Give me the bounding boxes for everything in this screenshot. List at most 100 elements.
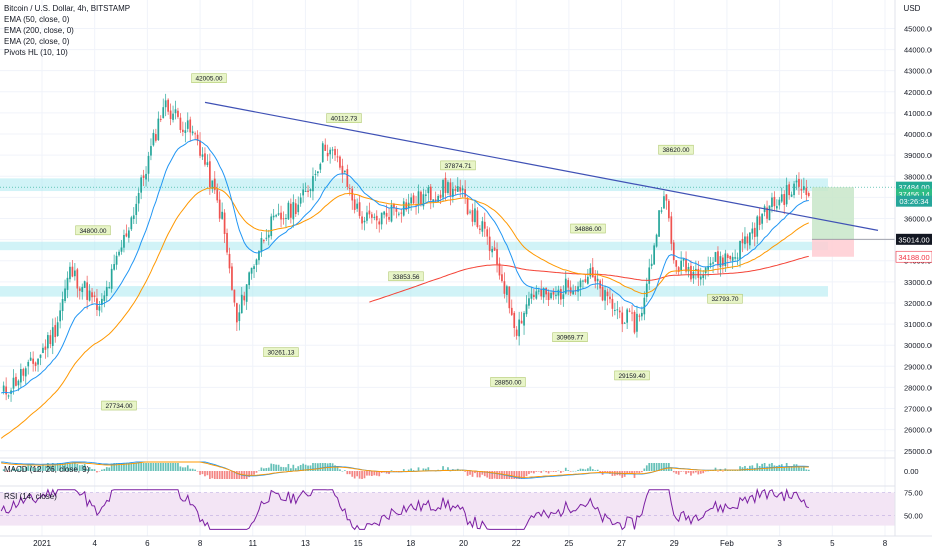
macd-bar	[218, 471, 221, 479]
macd-bar	[186, 465, 189, 471]
time-scale[interactable]: 2021 4 6 8 11 13 15 18 20 22 25 27 29 Feb 3 5 8	[33, 539, 888, 548]
candle-body	[348, 188, 351, 190]
time-tick-label: 13	[301, 539, 310, 548]
candle-body	[503, 281, 506, 294]
candle-body	[346, 169, 349, 187]
macd-title[interactable]: MACD (12, 26, close, 9)	[4, 465, 90, 474]
macd-bar	[34, 467, 37, 471]
macd-bar	[86, 469, 88, 471]
candle-body	[15, 376, 17, 386]
macd-bar	[466, 471, 469, 476]
candle-body	[64, 288, 66, 302]
candle-body	[685, 258, 687, 272]
macd-bar	[27, 465, 30, 471]
descending-trendline[interactable]	[204, 101, 879, 231]
candle-body	[675, 260, 678, 267]
macd-bar	[552, 471, 555, 472]
candle-body	[425, 194, 427, 196]
candle-body	[479, 228, 481, 230]
candle-body	[69, 266, 71, 280]
rsi-title[interactable]: RSI (14, close)	[4, 492, 57, 501]
candle-body	[422, 194, 425, 207]
candle-body	[729, 255, 732, 260]
macd-bar	[250, 471, 253, 476]
price-tick-label: 28000.00	[904, 383, 932, 392]
legend-ema-20[interactable]: EMA (20, close, 0)	[4, 37, 70, 46]
candle-body	[412, 195, 415, 204]
candle-body	[631, 312, 633, 314]
macd-bar	[20, 466, 22, 471]
candle-body	[437, 195, 439, 203]
pivot-label-box	[658, 144, 694, 155]
candle-body	[270, 216, 273, 237]
symbol-title[interactable]: Bitcoin / U.S. Dollar, 4h, BITSTAMP	[4, 4, 130, 13]
candle-body	[518, 319, 520, 337]
candle-body	[371, 214, 373, 218]
legend-pivots[interactable]: Pivots HL (10, 10)	[4, 48, 68, 57]
macd-bar	[685, 471, 687, 475]
candle-body	[115, 255, 118, 265]
long-position-tool[interactable]	[812, 187, 895, 257]
macd-bar	[64, 463, 66, 471]
candle-body	[778, 199, 781, 206]
macd-bar	[10, 470, 12, 471]
macd-bar	[272, 464, 275, 471]
macd-bar	[59, 463, 61, 471]
macd-bar	[164, 463, 167, 471]
candle-body	[59, 310, 61, 322]
macd-bar	[189, 468, 192, 471]
macd-bar	[707, 470, 709, 472]
macd-bar	[312, 463, 314, 471]
candle-body	[596, 278, 599, 282]
candle-body	[594, 275, 597, 282]
macd-bar	[17, 468, 20, 471]
macd-bar	[687, 471, 690, 473]
candle-body	[638, 315, 641, 317]
candle-body	[32, 358, 34, 364]
candle-body	[267, 234, 270, 238]
macd-bar	[47, 463, 49, 471]
price-label: 03:26:34	[899, 197, 928, 206]
candle-body	[452, 188, 454, 197]
macd-bar	[491, 471, 493, 479]
time-tick-label: 15	[354, 539, 363, 548]
legend-ema-50[interactable]: EMA (50, close, 0)	[4, 15, 70, 24]
macd-bar	[692, 471, 695, 474]
candle-body	[44, 346, 47, 350]
candle-body	[228, 253, 231, 269]
macd-bar	[277, 464, 280, 471]
candle-body	[761, 213, 763, 224]
candle-body	[641, 312, 643, 317]
candle-body	[449, 182, 452, 196]
macd-bar	[665, 463, 668, 471]
candle-body	[236, 303, 238, 323]
candle-body	[78, 288, 81, 291]
macd-bar	[582, 468, 584, 471]
candle-body	[292, 202, 295, 220]
candle-body	[54, 325, 57, 338]
candle-body	[164, 100, 167, 108]
candle-body	[275, 215, 277, 217]
macd-bar	[304, 464, 307, 471]
candle-body	[741, 238, 744, 244]
candle-body	[243, 295, 246, 301]
macd-bar	[184, 467, 187, 471]
macd-bar	[371, 471, 373, 477]
legend-ema-200[interactable]: EMA (200, close, 0)	[4, 26, 74, 35]
rsi-tick-label: 75.00	[904, 489, 923, 498]
macd-bar	[299, 464, 302, 471]
candle-body	[142, 175, 145, 178]
macd-bar	[231, 471, 233, 479]
macd-bar	[645, 465, 648, 471]
candle-body	[71, 266, 74, 277]
macd-bar	[130, 463, 133, 471]
candle-body	[807, 193, 810, 196]
price-label-box	[896, 233, 932, 245]
candle-body	[304, 190, 307, 192]
pivot-label-box	[101, 400, 137, 411]
macd-bar	[663, 463, 665, 471]
candle-body	[432, 199, 435, 202]
macd-bar	[761, 463, 763, 471]
